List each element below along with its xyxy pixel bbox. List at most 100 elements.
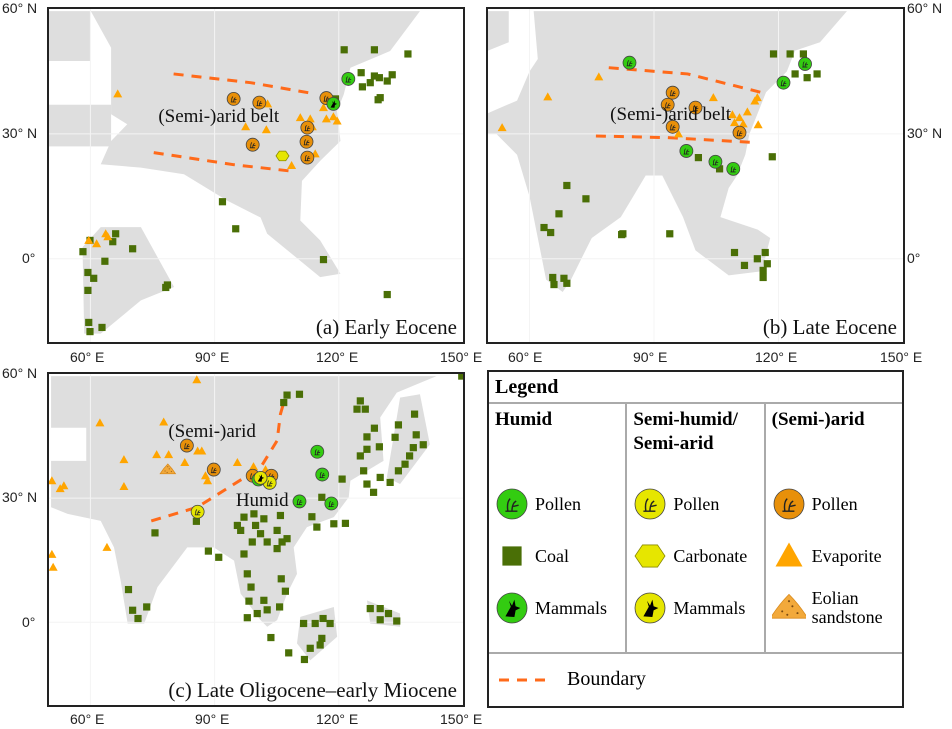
x-tick-label: 150° E — [880, 349, 923, 365]
boundary-line — [150, 402, 286, 523]
coal-marker — [353, 405, 361, 413]
legend-label: Mammals — [673, 597, 746, 618]
coal-marker — [547, 228, 555, 237]
carbonate-marker — [275, 150, 290, 162]
legend: Legend Humid Pollen Coal Mammals Semi-hu… — [487, 370, 904, 708]
pollen-arid-marker — [245, 137, 260, 152]
pollen-glyph — [780, 80, 787, 87]
coal-marker — [358, 83, 366, 91]
pollen-glyph — [664, 102, 671, 109]
coal-marker — [401, 460, 409, 468]
coal-marker — [273, 526, 281, 534]
x-tick-label: 60° E — [70, 349, 105, 365]
y-tick-label: 0° — [22, 250, 36, 266]
coal-marker — [260, 515, 268, 523]
coal-marker — [768, 153, 776, 161]
coal-marker — [281, 587, 289, 595]
land-mass — [488, 11, 509, 51]
coal-marker — [341, 519, 350, 527]
pollen-glyph — [802, 61, 809, 68]
coal-marker — [386, 478, 394, 487]
coal-marker — [769, 50, 778, 58]
coal-marker — [295, 390, 304, 398]
x-tick-label: 120° E — [755, 349, 798, 365]
y-tick-label: 30° N — [907, 125, 943, 141]
evaporite-marker — [92, 239, 102, 248]
boundary-line — [608, 66, 768, 96]
coal-marker — [84, 286, 92, 294]
evaporite-marker — [119, 482, 129, 491]
carbonate-marker — [634, 544, 666, 568]
coal-marker — [300, 655, 309, 664]
coal-marker — [134, 614, 142, 623]
coal-marker — [376, 604, 384, 613]
pollen-arid-marker — [226, 92, 241, 106]
coal-marker — [280, 398, 288, 407]
x-tick-label: 120° E — [316, 349, 359, 365]
pollen-humid-marker — [315, 467, 330, 482]
coal-marker — [563, 181, 571, 190]
evaporite-marker — [95, 418, 105, 427]
map-canvas — [488, 9, 903, 342]
pollen-glyph — [210, 466, 217, 474]
coal-marker — [326, 619, 334, 628]
legend-title: Legend — [489, 372, 902, 404]
pollen-humid-marker — [679, 144, 694, 158]
coal-marker — [366, 79, 374, 87]
pollen-glyph — [268, 473, 275, 480]
deer-glyph — [505, 599, 521, 617]
coal-marker — [84, 268, 92, 277]
land-mass — [296, 606, 338, 661]
land-mass — [82, 227, 175, 334]
coal-marker — [250, 510, 258, 518]
evaporite-marker — [49, 549, 57, 558]
legend-label: Pollen — [811, 493, 858, 514]
legend-column-humid: Humid Pollen Coal Mammals — [489, 404, 625, 652]
x-tick-label: 120° E — [316, 711, 359, 727]
y-tick-label: 30° N — [2, 489, 38, 505]
pollen-glyph — [314, 449, 321, 456]
map-region-label: (Semi-)arid — [168, 420, 256, 442]
coal-marker — [240, 550, 248, 558]
coal-marker — [363, 445, 371, 453]
pollen-humid-marker — [292, 494, 307, 509]
evaporite-marker — [152, 450, 162, 459]
coal-marker — [308, 513, 316, 521]
coal-marker — [260, 596, 268, 604]
coal-marker — [85, 318, 93, 327]
coal-marker — [263, 606, 271, 614]
coal-marker — [330, 520, 338, 528]
evaporite-marker — [730, 118, 740, 127]
pollen-glyph — [323, 95, 330, 102]
pollen-humid-marker — [726, 161, 741, 176]
coal-marker — [549, 273, 557, 282]
pollen-glyph — [296, 498, 303, 505]
pollen-glyph — [345, 76, 352, 83]
y-tick-label: 0° — [22, 614, 36, 630]
evaporite-marker — [750, 96, 760, 105]
coal-marker — [391, 433, 399, 441]
y-tick-label: 60° N — [2, 365, 38, 381]
map-region-label: (Semi-)arid belt — [610, 104, 732, 126]
coal-marker — [251, 521, 260, 530]
coal-marker — [311, 619, 319, 628]
mammals-humid-marker — [496, 592, 528, 624]
coal-marker — [393, 617, 401, 625]
y-tick-label: 60° N — [907, 0, 943, 16]
coal-marker — [256, 530, 265, 538]
coal-marker — [232, 225, 240, 233]
y-tick-label: 0° — [907, 250, 921, 266]
evaporite-marker — [192, 375, 202, 384]
panel-title: (a) Early Eocene — [315, 315, 457, 339]
evaporite-marker — [753, 120, 763, 129]
pollen-arid-icon — [773, 488, 805, 520]
map-panel-late-oligocene-early-miocene: (c) Late Oligocene–early Miocene (Semi-)… — [47, 372, 465, 707]
coal-marker — [151, 529, 159, 537]
evaporite-marker — [180, 458, 190, 467]
legend-label: Evaporite — [811, 545, 882, 566]
pollen-glyph — [266, 480, 273, 487]
coal-marker — [90, 274, 98, 282]
pollen-arid-marker — [665, 85, 680, 100]
evaporite-marker — [318, 103, 328, 112]
coal-marker — [278, 538, 286, 546]
